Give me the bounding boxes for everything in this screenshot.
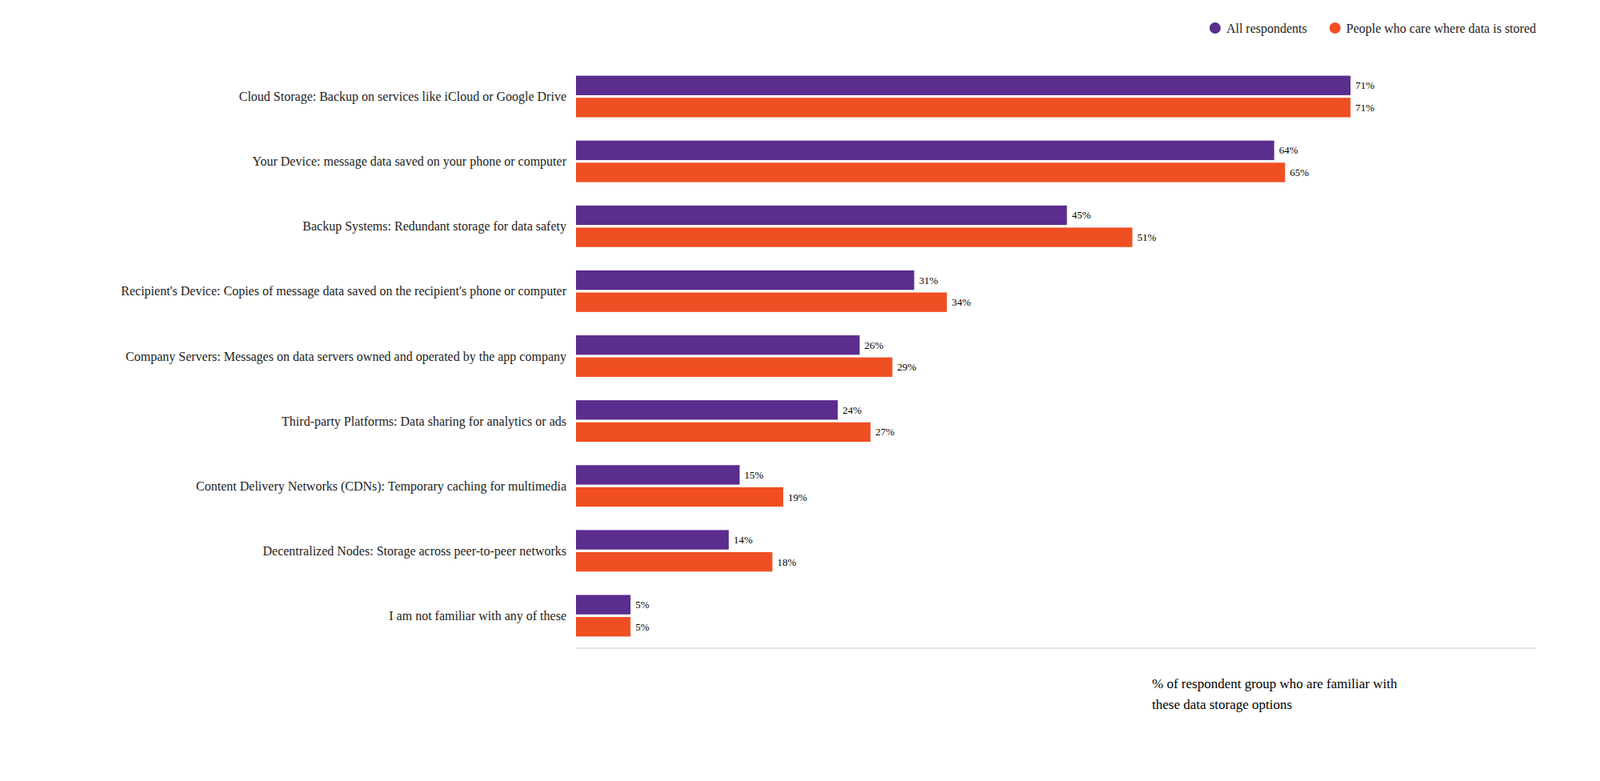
data-label: 71% xyxy=(1355,101,1375,114)
bar xyxy=(576,162,1285,182)
x-axis-line xyxy=(576,648,1536,649)
bar xyxy=(576,422,871,442)
bar xyxy=(576,270,915,290)
bar xyxy=(576,292,948,312)
bar xyxy=(576,76,1351,96)
bar xyxy=(576,594,631,614)
data-label: 65% xyxy=(1289,166,1309,179)
data-label: 5% xyxy=(635,598,650,611)
bar xyxy=(576,140,1275,160)
data-label: 26% xyxy=(864,339,884,352)
data-label: 15% xyxy=(744,468,764,481)
annotation: these data storage options xyxy=(1152,696,1292,712)
bar xyxy=(576,97,1351,117)
category-label: Backup Systems: Redundant storage for da… xyxy=(302,219,567,234)
chart: 71% 71% Cloud Storage: Backup on services … xyxy=(0,0,1600,781)
bar xyxy=(576,400,838,420)
category-label: Company Servers: Messages on data server… xyxy=(125,349,567,364)
bar xyxy=(576,552,772,572)
legend-label: People who care where data is stored xyxy=(1346,21,1536,36)
data-label: 29% xyxy=(896,360,916,373)
data-label: 19% xyxy=(788,491,808,504)
bar xyxy=(576,205,1068,225)
data-label: 24% xyxy=(842,404,862,416)
data-label: 71% xyxy=(1355,79,1375,92)
annotation: % of respondent group who are familiar w… xyxy=(1152,676,1398,692)
category-label: Your Device: message data saved on your … xyxy=(252,154,568,169)
bars xyxy=(576,76,1351,637)
data-label: 51% xyxy=(1136,231,1156,244)
bar xyxy=(576,227,1132,247)
data-label: 45% xyxy=(1072,208,1092,221)
data-label: 27% xyxy=(875,425,895,438)
legend-item: All respondents xyxy=(1209,21,1308,36)
category-label: Third-party Platforms: Data sharing for … xyxy=(281,414,567,429)
legend-label: All respondents xyxy=(1226,21,1308,36)
data-label: 64% xyxy=(1279,144,1299,156)
bar xyxy=(576,616,631,636)
category-label: Content Delivery Networks (CDNs): Tempor… xyxy=(196,479,567,494)
legend-marker xyxy=(1329,22,1341,34)
bar xyxy=(576,357,892,377)
bar xyxy=(576,464,740,484)
category-label: Recipient's Device: Copies of message da… xyxy=(120,284,567,299)
bar xyxy=(576,487,784,507)
background xyxy=(0,0,1600,781)
legend-item: People who care where data is stored xyxy=(1329,21,1536,36)
legend-marker xyxy=(1209,22,1221,34)
data-label: 5% xyxy=(635,620,650,633)
data-label: 18% xyxy=(776,556,796,568)
data-label: 31% xyxy=(919,274,939,287)
labels: 71% 71% Cloud Storage: Backup on services … xyxy=(120,79,1375,632)
category-label: I am not familiar with any of these xyxy=(388,608,567,624)
data-label: 34% xyxy=(952,296,972,308)
category-label: Cloud Storage: Backup on services like i… xyxy=(239,89,567,104)
bar xyxy=(576,335,860,355)
bar xyxy=(576,529,729,549)
data-label: 14% xyxy=(733,533,753,546)
legend: All respondents People who care where dat… xyxy=(1209,21,1536,36)
category-label: Decentralized Nodes: Storage across peer… xyxy=(262,544,567,559)
